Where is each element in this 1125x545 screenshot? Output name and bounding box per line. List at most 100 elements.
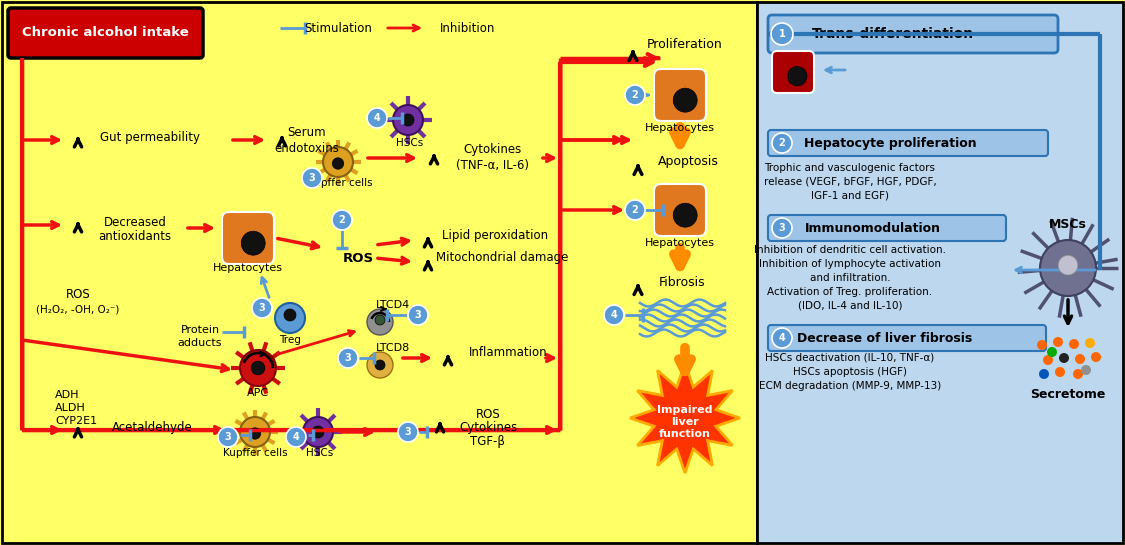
- Polygon shape: [630, 363, 740, 473]
- FancyBboxPatch shape: [772, 51, 814, 93]
- Bar: [757, 2, 1123, 543]
- Text: Hepatocytes: Hepatocytes: [645, 123, 716, 133]
- Circle shape: [1043, 355, 1053, 365]
- Text: 4: 4: [611, 310, 618, 320]
- Circle shape: [772, 218, 792, 238]
- Circle shape: [673, 203, 698, 227]
- Text: Trophic and vasculogenic factors: Trophic and vasculogenic factors: [765, 163, 936, 173]
- Text: ROS: ROS: [476, 409, 501, 421]
- Circle shape: [673, 88, 698, 112]
- Circle shape: [1076, 354, 1084, 364]
- Text: 2: 2: [631, 205, 638, 215]
- Circle shape: [338, 348, 358, 368]
- Circle shape: [1040, 240, 1096, 296]
- Text: Inhibition: Inhibition: [440, 21, 496, 34]
- Text: Treg: Treg: [279, 335, 302, 345]
- Circle shape: [1047, 347, 1057, 357]
- Text: 3: 3: [405, 427, 412, 437]
- Circle shape: [312, 426, 324, 438]
- Text: antioxidants: antioxidants: [99, 229, 171, 243]
- Text: Apoptosis: Apoptosis: [657, 155, 719, 168]
- Text: MSCs: MSCs: [1048, 219, 1087, 232]
- Text: (TNF-α, IL-6): (TNF-α, IL-6): [457, 159, 530, 172]
- Circle shape: [1053, 337, 1063, 347]
- Circle shape: [375, 315, 385, 325]
- Text: 3: 3: [415, 310, 422, 320]
- Text: function: function: [659, 429, 711, 439]
- Circle shape: [1069, 339, 1079, 349]
- Circle shape: [375, 360, 385, 370]
- Circle shape: [788, 66, 807, 86]
- Text: ADH: ADH: [55, 390, 80, 400]
- Text: 3: 3: [344, 353, 351, 363]
- Text: (IDO, IL-4 and IL-10): (IDO, IL-4 and IL-10): [798, 301, 902, 311]
- Text: release (VEGF, bFGF, HGF, PDGF,: release (VEGF, bFGF, HGF, PDGF,: [764, 177, 936, 187]
- Text: endotoxins: endotoxins: [274, 142, 340, 154]
- Text: HSCs deactivation (IL-10, TNF-α): HSCs deactivation (IL-10, TNF-α): [765, 353, 935, 363]
- Text: 3: 3: [308, 173, 315, 183]
- Circle shape: [332, 210, 352, 230]
- Text: 2: 2: [631, 90, 638, 100]
- Circle shape: [1059, 256, 1078, 275]
- Text: ECM degradation (MMP-9, MMP-13): ECM degradation (MMP-9, MMP-13): [759, 381, 942, 391]
- Circle shape: [284, 309, 296, 321]
- Circle shape: [772, 328, 792, 348]
- Text: 2: 2: [778, 138, 785, 148]
- Circle shape: [626, 200, 645, 220]
- Bar: [2, 2, 757, 543]
- FancyBboxPatch shape: [654, 184, 706, 236]
- Text: Secretome: Secretome: [1030, 389, 1106, 402]
- Circle shape: [1055, 367, 1065, 377]
- Circle shape: [604, 305, 624, 325]
- Text: Inflammation: Inflammation: [469, 347, 548, 360]
- Circle shape: [252, 298, 272, 318]
- FancyBboxPatch shape: [768, 15, 1058, 53]
- Circle shape: [626, 85, 645, 105]
- Text: 3: 3: [259, 303, 266, 313]
- FancyBboxPatch shape: [768, 215, 1006, 241]
- Text: Kupffer cells: Kupffer cells: [308, 178, 372, 188]
- Text: Acetaldehyde: Acetaldehyde: [111, 421, 192, 434]
- Circle shape: [772, 133, 792, 153]
- Text: Inhibition of dendritic cell activation.: Inhibition of dendritic cell activation.: [754, 245, 946, 255]
- Circle shape: [1081, 365, 1091, 375]
- Text: LTCD8: LTCD8: [376, 343, 411, 353]
- Circle shape: [402, 114, 414, 126]
- Circle shape: [241, 231, 266, 255]
- Circle shape: [1084, 338, 1095, 348]
- Circle shape: [250, 428, 261, 439]
- Circle shape: [302, 168, 322, 188]
- Text: Hepatocyte proliferation: Hepatocyte proliferation: [803, 136, 976, 149]
- Circle shape: [367, 309, 393, 335]
- Text: Kupffer cells: Kupffer cells: [223, 448, 287, 458]
- Text: Mitochondrial damage: Mitochondrial damage: [435, 251, 568, 264]
- Text: Trans-differentiation: Trans-differentiation: [812, 27, 974, 41]
- Text: Fibrosis: Fibrosis: [659, 276, 705, 288]
- Text: APC: APC: [248, 388, 269, 398]
- Circle shape: [251, 361, 264, 375]
- Circle shape: [398, 422, 418, 442]
- Text: Activation of Treg. proliferation.: Activation of Treg. proliferation.: [767, 287, 933, 297]
- Text: Proliferation: Proliferation: [647, 39, 723, 51]
- Circle shape: [367, 108, 387, 128]
- Text: Stimulation: Stimulation: [304, 21, 372, 34]
- Circle shape: [240, 350, 276, 386]
- Text: ROS: ROS: [342, 251, 374, 264]
- Text: Cytokines: Cytokines: [464, 143, 522, 156]
- Text: Protein: Protein: [180, 325, 219, 335]
- Text: 1: 1: [778, 29, 785, 39]
- Text: adducts: adducts: [178, 338, 223, 348]
- Text: IGF-1 and EGF): IGF-1 and EGF): [811, 191, 889, 201]
- Circle shape: [408, 305, 428, 325]
- FancyBboxPatch shape: [768, 325, 1046, 351]
- Text: LTCD4: LTCD4: [376, 300, 411, 310]
- Text: Cytokines: Cytokines: [459, 421, 518, 434]
- Circle shape: [1059, 353, 1069, 363]
- Text: Inhibition of lymphocyte activation: Inhibition of lymphocyte activation: [759, 259, 940, 269]
- Circle shape: [1073, 369, 1083, 379]
- Circle shape: [303, 417, 333, 447]
- Text: HSCs: HSCs: [396, 138, 424, 148]
- Circle shape: [332, 158, 344, 169]
- Circle shape: [286, 427, 306, 447]
- Text: liver: liver: [672, 417, 699, 427]
